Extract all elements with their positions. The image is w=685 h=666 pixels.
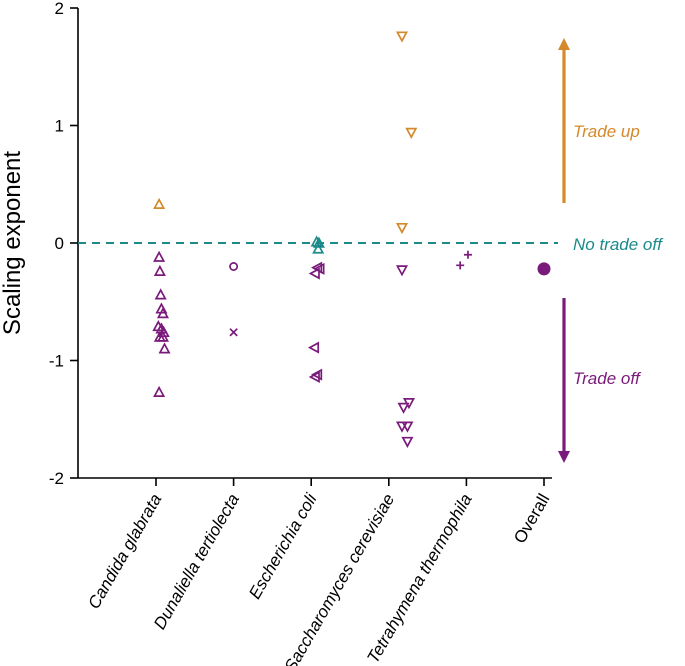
x-tick-label: Escherichia coli bbox=[245, 489, 321, 602]
trade-off-label: Trade off bbox=[573, 369, 642, 388]
triangle-up-marker bbox=[153, 264, 166, 276]
triangle-up-marker bbox=[156, 330, 170, 342]
y-axis-label: Scaling exponent bbox=[0, 151, 26, 335]
triangle-down-marker bbox=[397, 402, 410, 414]
triangle-up-marker bbox=[153, 250, 166, 262]
triangle-down-marker bbox=[401, 436, 414, 448]
triangle-up-marker bbox=[157, 325, 170, 338]
trade-up-label: Trade up bbox=[573, 122, 640, 141]
triangle-down-marker bbox=[395, 31, 409, 43]
y-tick-label: 1 bbox=[55, 117, 64, 136]
triangle-down-marker bbox=[395, 222, 409, 235]
y-tick-label: 2 bbox=[55, 0, 64, 18]
triangle-up-marker bbox=[153, 197, 166, 209]
triangle-left-marker bbox=[308, 370, 320, 383]
trade-arrows bbox=[558, 38, 570, 463]
plus-marker bbox=[463, 250, 472, 259]
triangle-down-marker bbox=[395, 265, 409, 277]
triangle-up-marker bbox=[158, 342, 171, 354]
filled-circle-marker bbox=[537, 262, 551, 276]
triangle-up-marker bbox=[312, 242, 325, 254]
no-trade-off-label: No trade off bbox=[573, 235, 664, 254]
y-tick-label: -1 bbox=[49, 352, 64, 371]
plus-marker bbox=[456, 261, 465, 270]
triangle-left-marker bbox=[308, 267, 320, 280]
trade-off-arrow-head bbox=[558, 451, 570, 463]
x-tick-label: Candida glabrata bbox=[84, 491, 165, 613]
y-ticks: 2 1 0 -1 -2 bbox=[49, 0, 78, 488]
data-points bbox=[152, 31, 551, 448]
x-marker bbox=[229, 328, 238, 337]
y-tick-label: -2 bbox=[49, 469, 64, 488]
trade-up-arrow-head bbox=[558, 38, 570, 50]
triangle-up-marker bbox=[156, 307, 170, 319]
triangle-left-marker bbox=[307, 341, 320, 354]
circle-marker bbox=[229, 262, 239, 271]
x-tick-label: Overall bbox=[510, 491, 553, 547]
triangle-up-marker bbox=[154, 288, 167, 300]
y-tick-label: 0 bbox=[55, 234, 64, 253]
x-tick-label: Dunaliella tertiolecta bbox=[150, 491, 243, 633]
triangle-down-marker bbox=[401, 421, 414, 433]
triangle-up-marker bbox=[153, 385, 166, 397]
triangle-left-marker bbox=[311, 368, 323, 381]
triangle-down-marker bbox=[405, 127, 418, 139]
